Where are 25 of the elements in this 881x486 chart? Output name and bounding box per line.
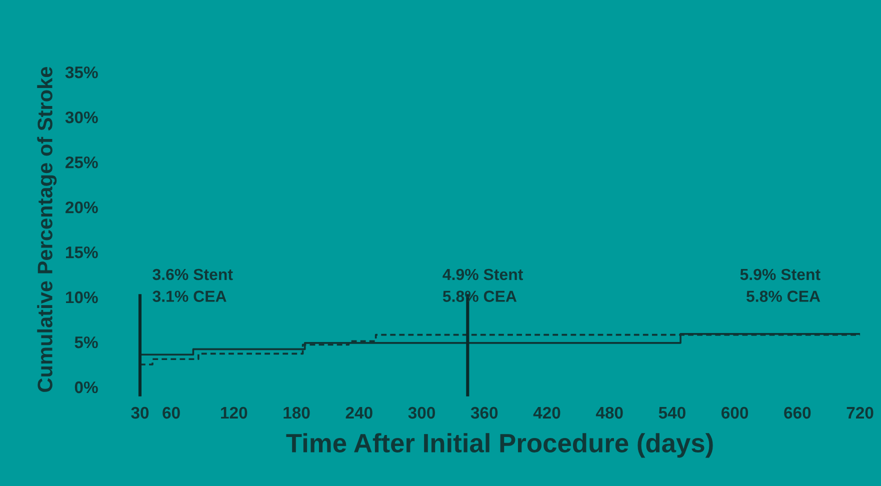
y-tick-label: 15% [66,246,98,258]
x-tick-label: 540 [658,406,686,419]
annotation: 3.6% Stent 3.1% CEA [152,268,233,302]
y-tick-label: 5% [74,336,98,348]
x-tick-label: 30 [131,406,149,419]
x-axis-title: Time After Initial Procedure (days) [286,433,713,458]
x-tick-label: 480 [596,406,623,419]
x-tick-label: 720 [846,406,874,419]
annotation: 5.9% Stent 5.8% CEA [740,268,820,302]
y-tick-label: 30% [65,111,98,124]
x-tick-label: 120 [221,406,248,419]
y-tick-label: 20% [66,201,98,214]
y-tick-label: 25% [66,156,98,168]
x-tick-label: 600 [722,406,748,419]
y-tick-label: 0% [74,381,98,394]
x-tick-label: 60 [162,406,180,419]
y-tick-label: 10% [66,291,98,304]
x-tick-label: 420 [533,406,560,419]
x-tick-label: 300 [408,406,435,419]
x-tick-label: 240 [346,406,372,419]
y-tick-label: 35% [65,66,98,78]
y-axis-title: Cumulative Percentage of Stroke [37,66,57,392]
x-tick-label: 180 [284,406,310,419]
x-tick-label: 660 [784,406,811,419]
x-tick-label: 360 [470,406,498,419]
